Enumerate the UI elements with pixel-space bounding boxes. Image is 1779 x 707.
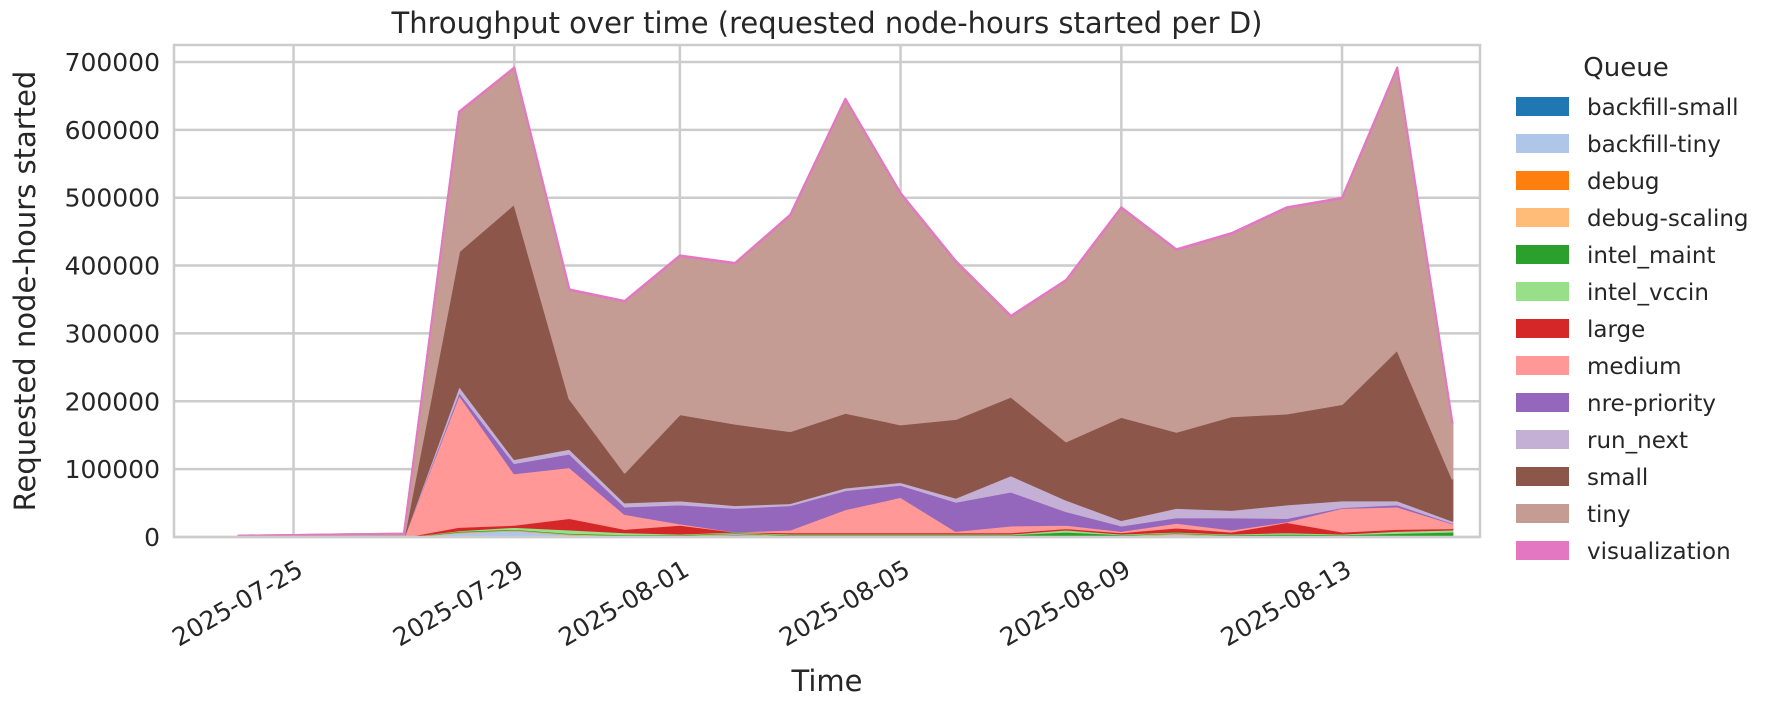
y-tick-label: 100000 [65, 455, 160, 484]
legend-swatch-intel-vccin [1516, 282, 1569, 301]
legend-label-intel-vccin: intel_vccin [1587, 280, 1709, 306]
legend: Queue backfill-small backfill-tiny debug de… [1516, 53, 1749, 565]
legend-label-medium: medium [1587, 354, 1682, 380]
stacked-areas [237, 66, 1454, 538]
x-tick-label: 2025-08-01 [554, 554, 694, 652]
legend-swatch-large [1516, 319, 1569, 338]
legend-label-tiny: tiny [1587, 502, 1631, 528]
legend-label-debug: debug [1587, 169, 1660, 195]
legend-label-backfill-small: backfill-small [1587, 95, 1739, 121]
chart-title: Throughput over time (requested node-hou… [391, 6, 1263, 40]
y-tick-label: 700000 [65, 48, 160, 77]
x-tick-labels: 2025-07-25 2025-07-29 2025-08-01 2025-08-05… [167, 554, 1356, 652]
legend-label-run-next: run_next [1587, 428, 1688, 454]
legend-swatch-medium [1516, 356, 1569, 375]
legend-label-backfill-tiny: backfill-tiny [1587, 132, 1721, 158]
legend-label-visualization: visualization [1587, 539, 1731, 565]
legend-label-nre-priority: nre-priority [1587, 391, 1716, 417]
legend-label-debug-scaling: debug-scaling [1587, 206, 1749, 232]
y-tick-label: 200000 [65, 387, 160, 416]
x-tick-label: 2025-08-13 [1216, 554, 1356, 652]
x-tick-label: 2025-08-05 [774, 554, 914, 652]
legend-label-large: large [1587, 317, 1645, 343]
y-tick-labels: 0 100000 200000 300000 400000 500000 600000 700… [65, 48, 160, 552]
x-axis-title: Time [791, 664, 863, 698]
legend-swatch-backfill-tiny [1516, 134, 1569, 153]
legend-swatch-nre-priority [1516, 393, 1569, 412]
legend-swatch-backfill-small [1516, 97, 1569, 116]
y-tick-label: 400000 [65, 252, 160, 281]
x-tick-label: 2025-07-29 [388, 554, 528, 652]
legend-swatch-debug [1516, 171, 1569, 190]
y-tick-label: 300000 [65, 319, 160, 348]
x-tick-label: 2025-08-09 [995, 554, 1135, 652]
legend-swatch-intel-maint [1516, 245, 1569, 264]
plot-frame [172, 43, 1482, 539]
x-tick-label: 2025-07-25 [167, 554, 307, 652]
legend-swatch-debug-scaling [1516, 208, 1569, 227]
y-tick-label: 500000 [65, 184, 160, 213]
area-visualization [237, 66, 1454, 537]
legend-swatch-small [1516, 467, 1569, 486]
y-tick-label: 600000 [65, 116, 160, 145]
legend-swatch-visualization [1516, 541, 1569, 560]
legend-swatch-tiny [1516, 504, 1569, 523]
y-tick-label: 0 [144, 523, 160, 552]
legend-swatch-run-next [1516, 430, 1569, 449]
y-axis-title: Requested node-hours started [8, 71, 42, 512]
legend-label-intel-maint: intel_maint [1587, 243, 1716, 269]
legend-label-small: small [1587, 465, 1648, 491]
legend-title: Queue [1583, 53, 1668, 83]
